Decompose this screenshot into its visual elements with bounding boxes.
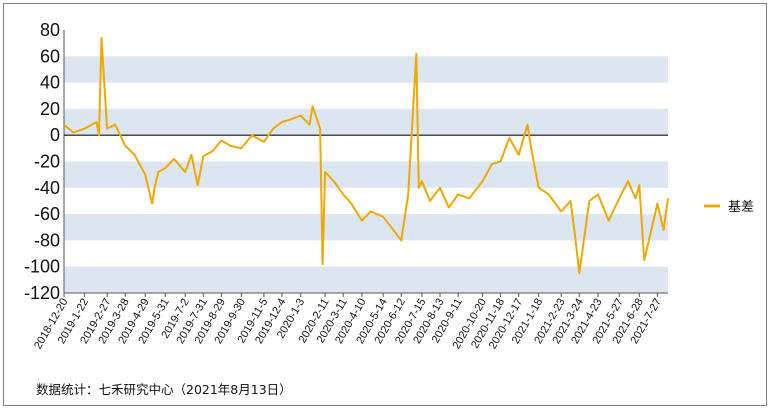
grid-band: [64, 108, 668, 136]
grid-band: [64, 266, 668, 293]
y-tick-label: -120: [24, 283, 60, 303]
y-tick-label: 40: [40, 73, 60, 93]
x-axis: 2018-12-202019-1-222019-2-272019-3-28201…: [32, 292, 668, 351]
y-tick-label: -40: [34, 178, 60, 198]
grid-band: [64, 56, 668, 83]
y-tick-label: -20: [34, 152, 60, 172]
y-tick-label: 60: [40, 46, 60, 66]
y-axis: 80 60 40 20 0 -20 -40 -60 -80 -100 -120: [24, 20, 65, 303]
legend: 基差: [704, 200, 754, 215]
y-tick-label: 0: [50, 125, 60, 145]
y-tick-label: 80: [40, 20, 60, 40]
y-tick-label: -60: [34, 204, 60, 224]
series-line-basis: [63, 36, 669, 275]
data-source-note: 数据统计：七禾研究中心（2021年8月13日）: [36, 382, 292, 397]
y-tick-label: -100: [24, 257, 60, 277]
series-layer: [63, 36, 669, 275]
y-tick-label: -80: [34, 230, 60, 250]
grid-band: [64, 161, 668, 188]
grid-band: [64, 214, 668, 241]
y-tick-label: 20: [40, 99, 60, 119]
legend-label-basis: 基差: [728, 200, 754, 215]
plot-bands: [64, 56, 668, 293]
